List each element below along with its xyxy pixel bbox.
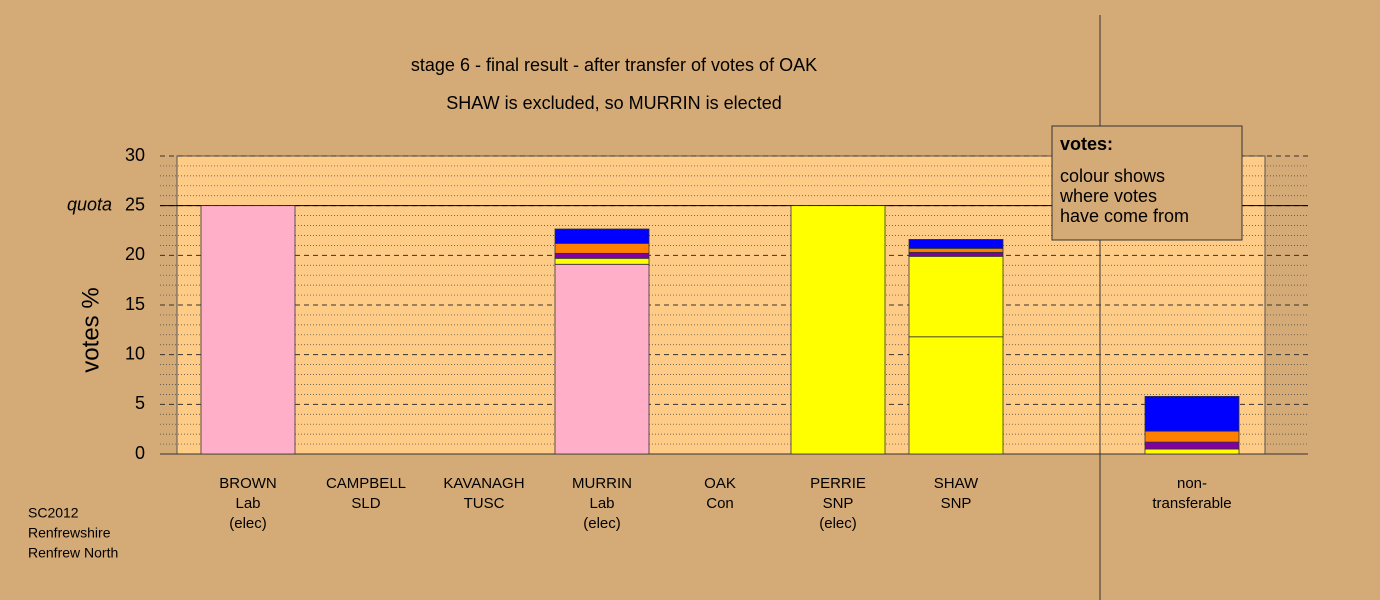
bar-segment bbox=[908, 251, 1004, 257]
x-tick-label: transferable bbox=[1152, 495, 1231, 512]
x-tick-label: Lab bbox=[235, 495, 260, 512]
y-tick-label: 5 bbox=[135, 393, 145, 413]
bar-segment bbox=[554, 252, 650, 259]
x-tick-label: (elec) bbox=[819, 515, 857, 532]
x-tick-label: SHAW bbox=[934, 475, 979, 492]
source-line: Renfrewshire bbox=[28, 525, 111, 541]
bar-segment bbox=[554, 257, 650, 265]
x-tick-label: SNP bbox=[941, 495, 972, 512]
x-tick-label: non- bbox=[1177, 475, 1207, 492]
x-tick-label: SNP bbox=[823, 495, 854, 512]
bar-segment bbox=[1144, 430, 1240, 443]
y-tick-label: 25 bbox=[125, 194, 145, 214]
bar-segment bbox=[1144, 441, 1240, 450]
x-tick-label: PERRIE bbox=[810, 475, 866, 492]
y-tick-label: 20 bbox=[125, 244, 145, 264]
x-tick-label: (elec) bbox=[583, 515, 621, 532]
y-tick-label: 30 bbox=[125, 145, 145, 165]
x-tick-label: Lab bbox=[589, 495, 614, 512]
y-tick-label: 15 bbox=[125, 294, 145, 314]
bar-segment bbox=[200, 205, 296, 455]
y-axis-label: votes % bbox=[77, 287, 104, 372]
bar-segment bbox=[554, 263, 650, 455]
note-line: have come from bbox=[1060, 206, 1189, 226]
x-tick-label: SLD bbox=[351, 495, 380, 512]
bar-segment bbox=[908, 239, 1004, 249]
note-frame bbox=[1051, 125, 1243, 241]
bar-segment bbox=[554, 228, 650, 244]
x-tick-label: MURRIN bbox=[572, 475, 632, 492]
x-tick-label: OAK bbox=[704, 475, 736, 492]
bar-segment bbox=[1144, 448, 1240, 455]
bar-segment bbox=[1144, 395, 1240, 432]
bar-segment bbox=[908, 255, 1004, 338]
bar-segment bbox=[908, 336, 1004, 455]
y-tick-label: 10 bbox=[125, 343, 145, 363]
x-tick-label: KAVANAGH bbox=[443, 475, 524, 492]
note-line: colour shows bbox=[1060, 166, 1165, 186]
x-tick-label: BROWN bbox=[219, 475, 277, 492]
source-line: Renfrew North bbox=[28, 545, 118, 561]
source-line: SC2012 bbox=[28, 505, 79, 521]
x-tick-label: CAMPBELL bbox=[326, 475, 406, 492]
chart-title: stage 6 - final result - after transfer … bbox=[411, 55, 817, 75]
bar-segment bbox=[554, 243, 650, 254]
note-line: where votes bbox=[1059, 186, 1157, 206]
quota-label: quota bbox=[67, 194, 112, 214]
bar-segment bbox=[908, 247, 1004, 253]
bar-segment bbox=[790, 205, 886, 455]
chart-subtitle: SHAW is excluded, so MURRIN is elected bbox=[446, 93, 781, 113]
x-tick-label: (elec) bbox=[229, 515, 267, 532]
y-tick-label: 0 bbox=[135, 443, 145, 463]
x-tick-label: TUSC bbox=[464, 495, 505, 512]
note-heading: votes: bbox=[1060, 134, 1113, 154]
note-box: votes: colour shows where votes have com… bbox=[1051, 125, 1243, 241]
x-tick-label: Con bbox=[706, 495, 734, 512]
